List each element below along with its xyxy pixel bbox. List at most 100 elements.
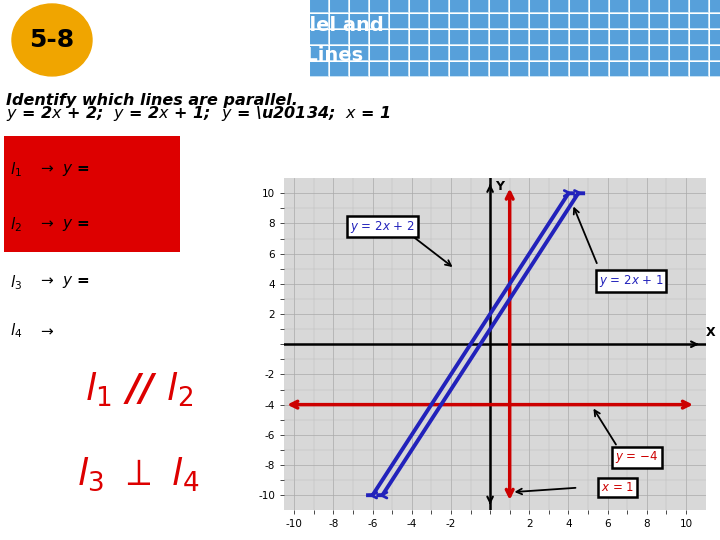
Bar	[670, 46, 688, 60]
Text: $\mathit{l}_1$: $\mathit{l}_1$	[10, 160, 22, 179]
Bar	[370, 14, 388, 28]
Bar	[430, 0, 448, 12]
Text: Slopes of Parallel and: Slopes of Parallel and	[145, 17, 384, 36]
Bar	[630, 14, 648, 28]
Bar	[710, 14, 720, 28]
Bar	[630, 30, 648, 44]
Bar	[610, 46, 628, 60]
Bar	[410, 30, 428, 44]
Bar	[310, 0, 328, 12]
Bar	[390, 30, 408, 44]
Bar	[710, 62, 720, 76]
Bar	[550, 30, 568, 44]
Bar	[590, 30, 608, 44]
Bar	[510, 30, 528, 44]
Bar	[710, 14, 720, 28]
Bar	[690, 14, 708, 28]
Bar	[610, 62, 628, 76]
Bar	[510, 46, 528, 60]
Bar	[330, 14, 348, 28]
Bar	[670, 46, 688, 60]
Bar	[450, 0, 468, 12]
Bar	[310, 30, 328, 44]
Bar	[590, 62, 608, 76]
Bar	[410, 46, 428, 60]
Bar	[330, 0, 348, 12]
Bar	[610, 62, 628, 76]
Bar	[610, 14, 628, 28]
Bar	[650, 46, 668, 60]
Bar	[590, 46, 608, 60]
Text: $\mathit{x}$ = 1: $\mathit{x}$ = 1	[601, 481, 634, 494]
Bar	[570, 14, 588, 28]
Bar	[710, 0, 720, 12]
Text: 5-8: 5-8	[30, 28, 75, 52]
Bar	[510, 46, 528, 60]
Text: X: X	[706, 326, 715, 339]
Bar	[350, 0, 368, 12]
Bar	[610, 30, 628, 44]
Bar	[390, 14, 408, 28]
Bar	[470, 30, 488, 44]
Bar	[390, 46, 408, 60]
Bar	[490, 62, 508, 76]
Bar	[450, 30, 468, 44]
Bar	[350, 46, 368, 60]
Bar	[630, 30, 648, 44]
Bar	[670, 30, 688, 44]
Bar	[410, 46, 428, 60]
Bar	[390, 62, 408, 76]
Bar	[630, 0, 648, 12]
Text: $y$ = 2$x$ + 2;  $y$ = 2$x$ + 1;  $y$ = \u20134;  $x$ = 1: $y$ = 2$x$ + 2; $y$ = 2$x$ + 1; $y$ = \u…	[6, 104, 391, 123]
Bar	[670, 62, 688, 76]
Bar	[590, 30, 608, 44]
Bar	[510, 30, 528, 44]
Bar	[590, 0, 608, 12]
Bar	[410, 30, 428, 44]
Bar	[450, 46, 468, 60]
Bar	[510, 0, 528, 12]
Bar	[370, 62, 388, 76]
Bar	[670, 30, 688, 44]
Bar	[570, 62, 588, 76]
Bar	[450, 62, 468, 76]
Ellipse shape	[12, 4, 92, 76]
Bar	[550, 46, 568, 60]
Bar	[550, 0, 568, 12]
Bar	[350, 30, 368, 44]
Bar	[490, 30, 508, 44]
Bar	[650, 14, 668, 28]
Bar	[390, 46, 408, 60]
Text: $\rightarrow$ $\mathit{y}$ =: $\rightarrow$ $\mathit{y}$ =	[37, 274, 89, 291]
Bar	[450, 14, 468, 28]
Bar	[310, 30, 328, 44]
Bar	[570, 46, 588, 60]
Bar	[490, 0, 508, 12]
Bar	[350, 46, 368, 60]
Bar	[490, 46, 508, 60]
Bar	[430, 0, 448, 12]
Bar	[650, 46, 668, 60]
Bar	[550, 14, 568, 28]
Bar	[530, 46, 548, 60]
Bar	[710, 62, 720, 76]
Bar	[430, 62, 448, 76]
Bar	[390, 62, 408, 76]
Bar	[510, 14, 528, 28]
Bar	[590, 0, 608, 12]
Bar	[410, 62, 428, 76]
Bar	[470, 46, 488, 60]
Bar	[330, 0, 348, 12]
Bar	[630, 14, 648, 28]
Bar	[390, 0, 408, 12]
Bar	[570, 46, 588, 60]
Bar	[410, 14, 428, 28]
Bar	[530, 62, 548, 76]
Text: $\mathit{l}_3$: $\mathit{l}_3$	[10, 273, 22, 292]
Bar	[490, 46, 508, 60]
Text: $\mathit{l}_3$ $\perp$ $\mathit{l}_4$: $\mathit{l}_3$ $\perp$ $\mathit{l}_4$	[77, 455, 200, 492]
Bar	[670, 14, 688, 28]
Bar	[650, 14, 668, 28]
Bar	[670, 14, 688, 28]
Bar	[390, 30, 408, 44]
